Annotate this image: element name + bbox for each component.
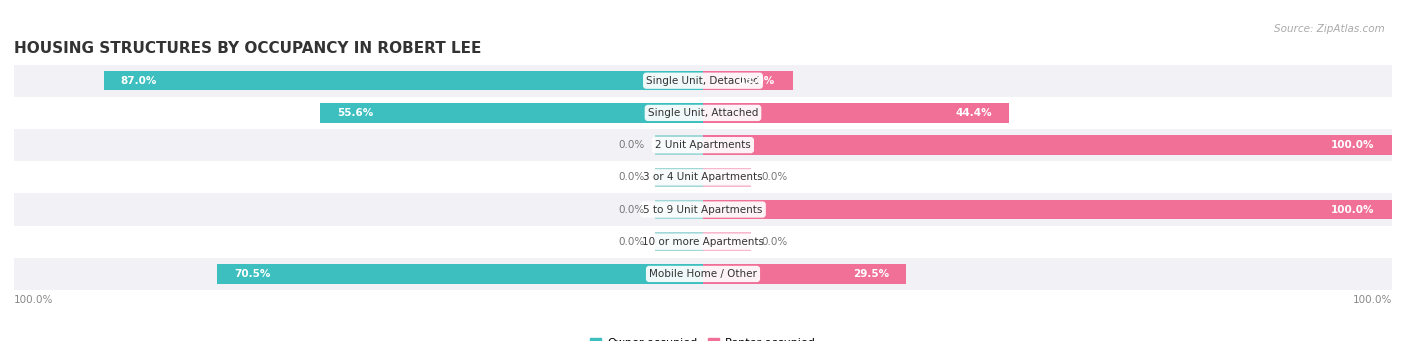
Text: 5 to 9 Unit Apartments: 5 to 9 Unit Apartments xyxy=(644,205,762,214)
Text: 13.0%: 13.0% xyxy=(740,76,775,86)
Legend: Owner-occupied, Renter-occupied: Owner-occupied, Renter-occupied xyxy=(586,333,820,341)
Text: 100.0%: 100.0% xyxy=(14,295,53,305)
Text: 0.0%: 0.0% xyxy=(762,237,787,247)
Text: Single Unit, Detached: Single Unit, Detached xyxy=(647,76,759,86)
Bar xyxy=(14,129,1392,161)
Text: 0.0%: 0.0% xyxy=(619,172,644,182)
Bar xyxy=(218,264,703,284)
Text: HOUSING STRUCTURES BY OCCUPANCY IN ROBERT LEE: HOUSING STRUCTURES BY OCCUPANCY IN ROBER… xyxy=(14,41,481,56)
Bar xyxy=(655,135,703,155)
Bar xyxy=(14,97,1392,129)
Text: 100.0%: 100.0% xyxy=(1331,140,1375,150)
Bar xyxy=(703,135,1392,155)
Text: 100.0%: 100.0% xyxy=(1331,205,1375,214)
Bar xyxy=(703,232,751,251)
Text: 10 or more Apartments: 10 or more Apartments xyxy=(643,237,763,247)
Bar xyxy=(655,168,703,187)
Text: 2 Unit Apartments: 2 Unit Apartments xyxy=(655,140,751,150)
Text: 29.5%: 29.5% xyxy=(853,269,889,279)
Text: 0.0%: 0.0% xyxy=(619,237,644,247)
Text: 70.5%: 70.5% xyxy=(235,269,271,279)
Text: 55.6%: 55.6% xyxy=(337,108,374,118)
Text: 87.0%: 87.0% xyxy=(121,76,157,86)
Bar xyxy=(14,64,1392,97)
Bar xyxy=(703,168,751,187)
Bar xyxy=(14,226,1392,258)
Bar xyxy=(14,193,1392,226)
Text: 0.0%: 0.0% xyxy=(762,172,787,182)
Text: Source: ZipAtlas.com: Source: ZipAtlas.com xyxy=(1274,24,1385,34)
Text: 3 or 4 Unit Apartments: 3 or 4 Unit Apartments xyxy=(643,172,763,182)
Text: 0.0%: 0.0% xyxy=(619,140,644,150)
Bar xyxy=(14,161,1392,193)
Bar xyxy=(703,200,1392,219)
Text: 44.4%: 44.4% xyxy=(955,108,991,118)
Bar xyxy=(321,103,703,122)
Text: Single Unit, Attached: Single Unit, Attached xyxy=(648,108,758,118)
Text: Mobile Home / Other: Mobile Home / Other xyxy=(650,269,756,279)
Bar xyxy=(703,264,907,284)
Text: 0.0%: 0.0% xyxy=(619,205,644,214)
Bar xyxy=(655,200,703,219)
Bar xyxy=(104,71,703,90)
Text: 100.0%: 100.0% xyxy=(1353,295,1392,305)
Bar xyxy=(655,232,703,251)
Bar xyxy=(14,258,1392,290)
Bar xyxy=(703,71,793,90)
Bar xyxy=(703,103,1010,122)
